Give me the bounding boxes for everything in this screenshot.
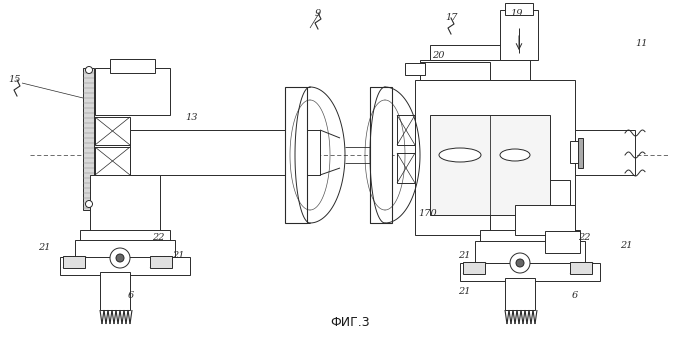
Bar (515, 205, 575, 235)
Circle shape (516, 259, 524, 267)
Text: 11: 11 (635, 39, 647, 48)
Bar (60, 257, 190, 275)
Bar (500, 10, 538, 60)
Bar (285, 87, 307, 223)
Text: 15: 15 (8, 75, 20, 84)
Bar (460, 263, 600, 281)
Bar (480, 230, 580, 245)
Ellipse shape (439, 148, 481, 162)
Bar (430, 45, 520, 60)
Bar (430, 115, 550, 215)
Text: 21: 21 (620, 241, 633, 249)
Bar (505, 278, 535, 310)
Bar (83, 68, 94, 210)
Bar (570, 262, 592, 274)
Text: 21: 21 (38, 243, 50, 252)
Bar (95, 68, 170, 115)
Text: 19: 19 (510, 8, 522, 18)
Text: 21: 21 (458, 287, 470, 295)
Bar (397, 115, 415, 145)
Circle shape (510, 253, 530, 273)
Ellipse shape (500, 149, 530, 161)
Text: 22: 22 (152, 234, 164, 242)
Circle shape (110, 248, 130, 268)
Bar (95, 147, 130, 175)
Bar (95, 117, 130, 145)
Bar (110, 59, 155, 73)
Text: 20: 20 (432, 50, 445, 59)
Bar (80, 230, 170, 245)
Text: 6: 6 (128, 291, 134, 300)
Text: 17: 17 (445, 14, 458, 23)
Bar (420, 62, 490, 80)
Bar (575, 130, 635, 175)
Bar (130, 130, 320, 175)
Text: 21: 21 (172, 250, 185, 260)
Bar (370, 87, 392, 223)
Text: ФИГ.3: ФИГ.3 (330, 316, 370, 330)
Text: 21: 21 (458, 251, 470, 261)
Bar (490, 180, 570, 235)
Bar (505, 3, 533, 15)
Bar (63, 256, 85, 268)
Text: 9: 9 (315, 8, 322, 18)
Text: 22: 22 (578, 234, 591, 242)
Circle shape (116, 254, 124, 262)
Text: 13: 13 (185, 114, 198, 122)
Bar (397, 153, 415, 183)
Text: 170: 170 (418, 209, 437, 217)
Bar (545, 231, 580, 253)
Bar (90, 175, 160, 235)
Bar (415, 80, 575, 235)
Bar (463, 262, 485, 274)
Bar (75, 240, 175, 258)
Bar (570, 141, 580, 163)
Bar (578, 138, 583, 168)
Circle shape (85, 67, 92, 73)
Bar (100, 272, 130, 310)
Bar (475, 241, 585, 263)
Circle shape (85, 200, 92, 208)
Text: 6: 6 (572, 291, 578, 300)
Bar (420, 60, 530, 80)
Bar (150, 256, 172, 268)
Bar (405, 63, 425, 75)
